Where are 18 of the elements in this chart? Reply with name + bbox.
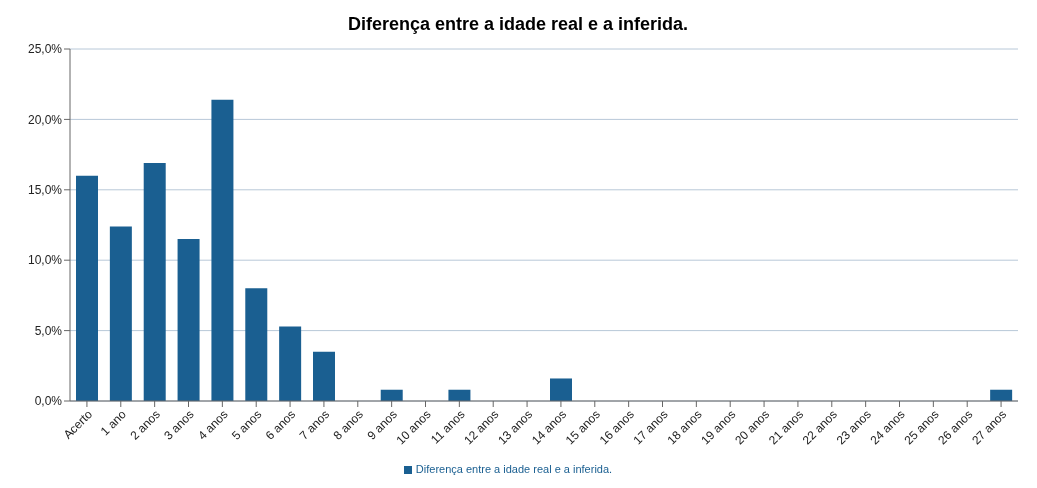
y-tick-label: 25,0%: [27, 42, 63, 57]
bar: [143, 163, 166, 401]
bar: [211, 99, 234, 401]
y-tick-label: 15,0%: [27, 183, 63, 198]
legend-label: Diferença entre a idade real e a inferida.: [415, 463, 613, 475]
y-tick-label: 10,0%: [27, 253, 63, 268]
bar: [109, 226, 132, 401]
chart-title: Diferença entre a idade real e a inferida.: [346, 14, 690, 35]
bar: [550, 378, 572, 401]
y-tick-label: 0,0%: [34, 394, 63, 409]
y-tick-label: 20,0%: [27, 112, 63, 127]
x-tick-label: 1 ano: [97, 407, 130, 439]
bar: [177, 239, 200, 401]
y-tick-label: 5,0%: [34, 323, 63, 338]
bar: [313, 351, 335, 401]
bar: [76, 175, 98, 401]
bar: [279, 326, 302, 401]
bar: [245, 288, 268, 401]
